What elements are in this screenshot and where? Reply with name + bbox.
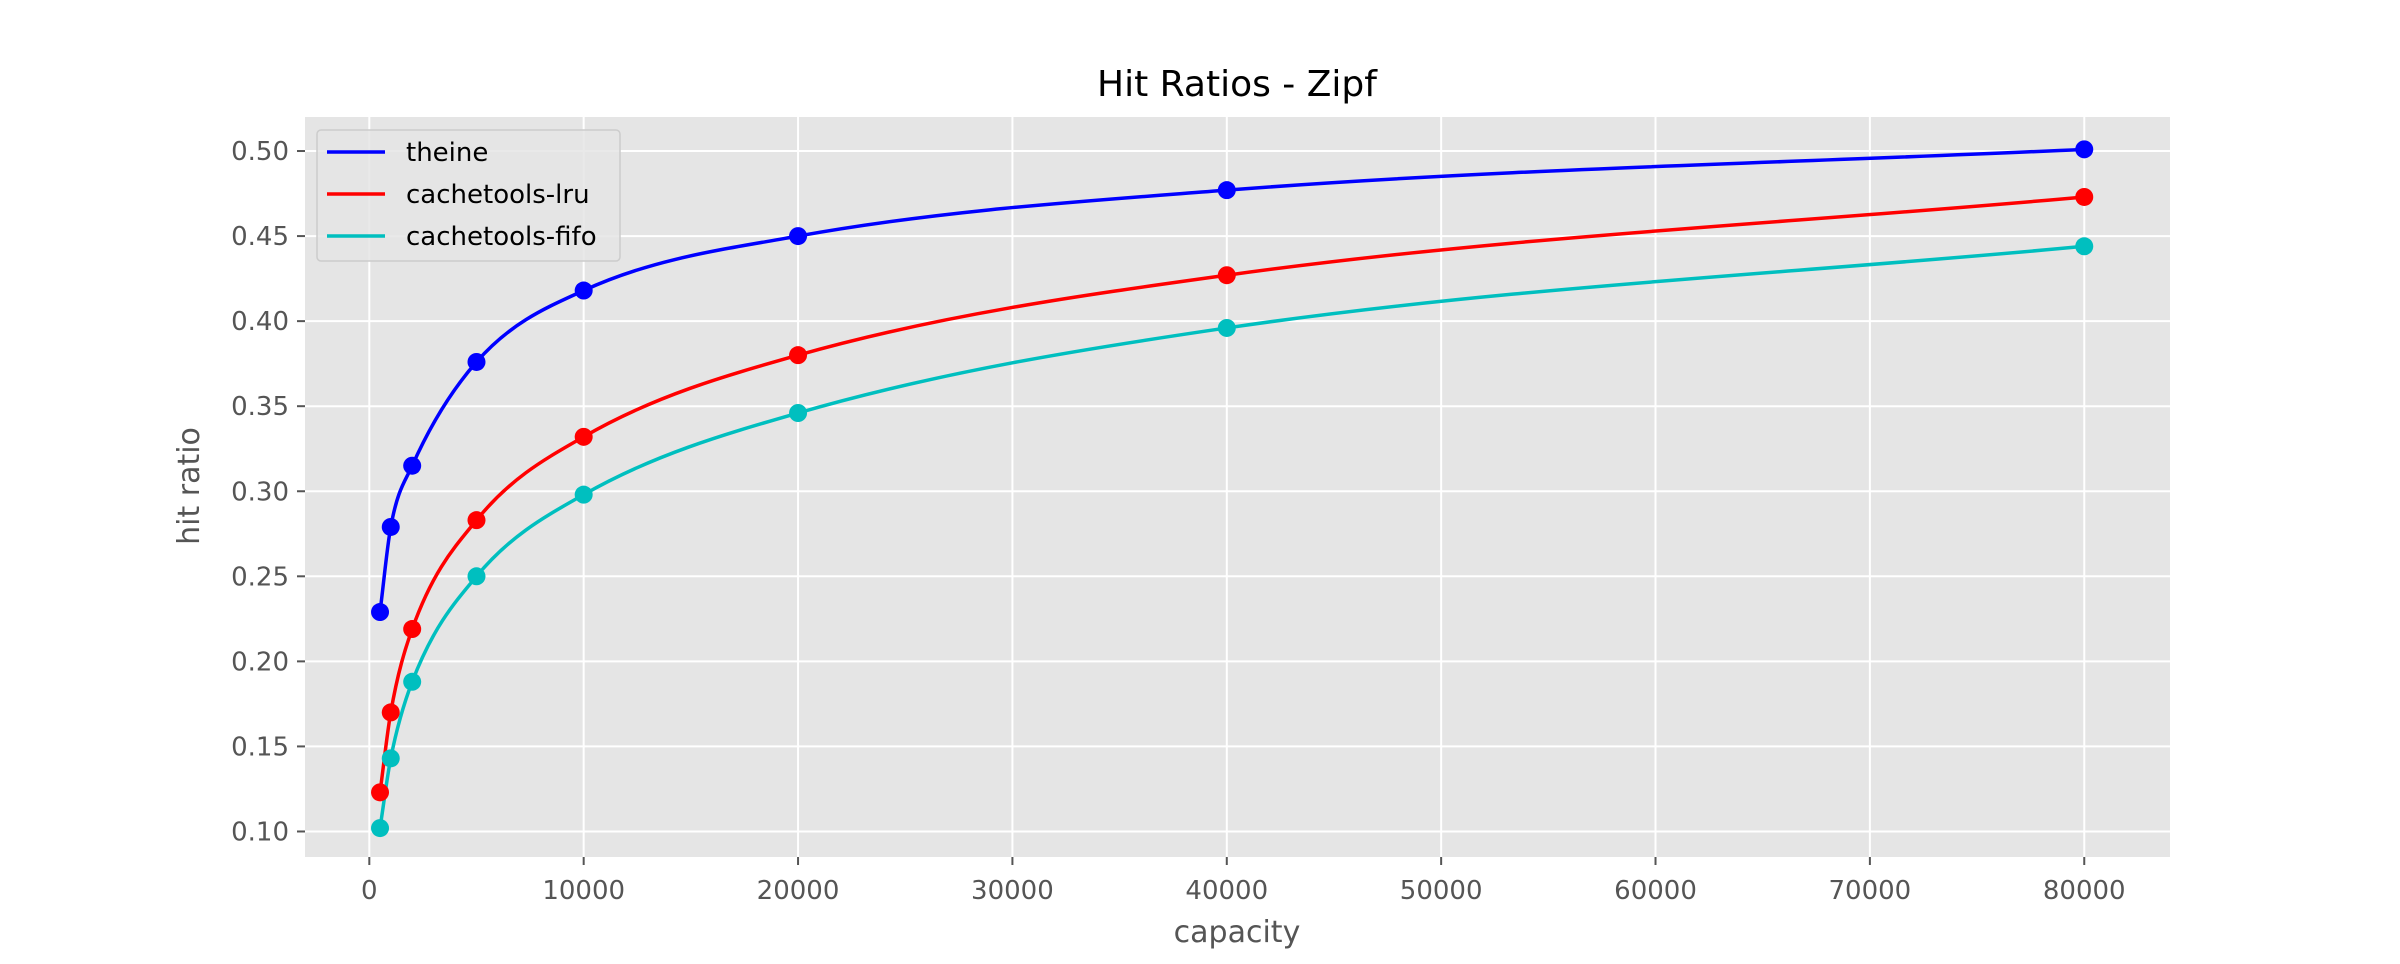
data-point-theine [467, 352, 486, 371]
x-tick-label: 10000 [542, 876, 625, 906]
grid-lines [305, 117, 2170, 857]
y-tick-label: 0.10 [231, 817, 289, 847]
data-point-cachetools-lru [574, 427, 593, 446]
legend-label-theine: theine [406, 138, 488, 168]
data-point-cachetools-lru [467, 511, 486, 530]
data-point-cachetools-fifo [574, 485, 593, 504]
x-tick-label: 30000 [971, 876, 1054, 906]
y-tick-label: 0.25 [231, 562, 289, 592]
x-axis-ticks: 0 10000 20000 30000 40000 50000 60000 70000 8000… [361, 857, 2126, 906]
data-point-cachetools-fifo [371, 819, 390, 838]
legend-box [316, 129, 621, 262]
data-point-cachetools-fifo [1217, 318, 1236, 337]
y-axis-ticks: 0.10 0.15 0.20 0.25 0.30 0.35 0.40 0.45 0.50 [231, 137, 305, 847]
data-point-theine [381, 517, 400, 536]
x-tick-label: 0 [361, 876, 378, 906]
data-point-theine [371, 603, 390, 622]
data-point-theine [789, 227, 808, 246]
data-point-cachetools-lru [403, 620, 422, 639]
data-point-cachetools-lru [1217, 266, 1236, 285]
data-point-theine [1217, 181, 1236, 200]
data-point-cachetools-lru [381, 703, 400, 722]
x-tick-label: 60000 [1614, 876, 1697, 906]
data-point-cachetools-fifo [381, 749, 400, 768]
x-tick-label: 40000 [1185, 876, 1268, 906]
data-point-cachetools-fifo [2075, 237, 2094, 256]
data-point-cachetools-fifo [789, 404, 808, 422]
data-point-theine [403, 456, 422, 475]
y-tick-label: 0.15 [231, 732, 289, 762]
data-point-cachetools-lru [2075, 187, 2094, 206]
data-point-cachetools-fifo [403, 672, 422, 691]
data-point-theine [574, 281, 593, 300]
y-tick-label: 0.45 [231, 222, 289, 252]
data-point-theine [2075, 140, 2094, 159]
y-axis-label: hit ratio [172, 427, 207, 545]
data-points [371, 140, 2094, 838]
y-tick-label: 0.30 [231, 477, 289, 507]
x-tick-label: 20000 [757, 876, 840, 906]
chart-title: Hit Ratios - Zipf [1097, 64, 1378, 105]
x-tick-label: 50000 [1400, 876, 1483, 906]
x-tick-label: 80000 [2043, 876, 2126, 906]
x-tick-label: 70000 [1829, 876, 1912, 906]
legend: theine cachetools-lru cachetools-fifo [316, 129, 621, 262]
data-point-cachetools-lru [789, 346, 808, 365]
data-point-cachetools-fifo [467, 567, 486, 586]
legend-label-cachetools-lru: cachetools-lru [406, 180, 590, 210]
legend-label-cachetools-fifo: cachetools-fifo [406, 222, 597, 252]
y-tick-label: 0.40 [231, 307, 289, 337]
y-tick-label: 0.20 [231, 647, 289, 677]
data-point-cachetools-lru [371, 783, 390, 802]
y-tick-label: 0.35 [231, 392, 289, 422]
y-tick-label: 0.50 [231, 137, 289, 167]
x-axis-label: capacity [1174, 915, 1301, 950]
